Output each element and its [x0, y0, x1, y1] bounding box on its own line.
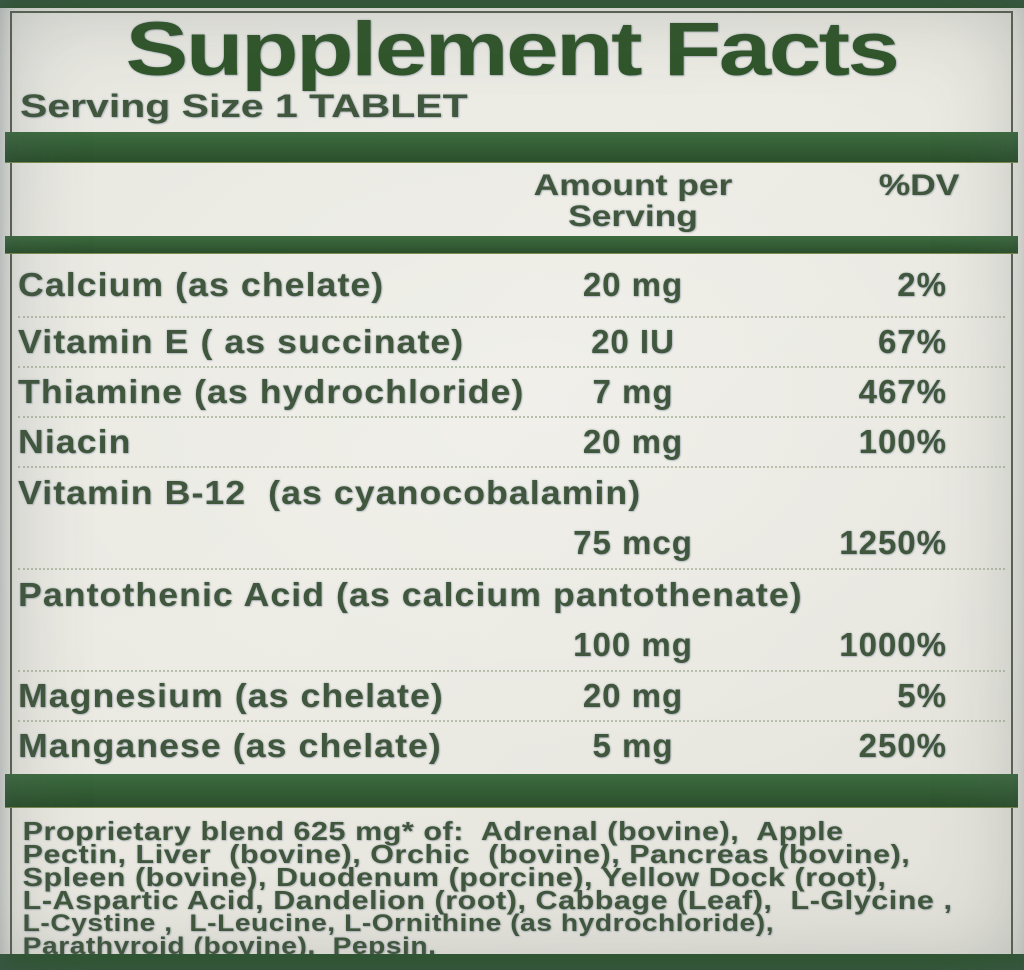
nutrient-amount: 7 mg: [592, 372, 674, 410]
nutrient-name: Vitamin B-12 (as cyanocobalamin): [18, 473, 642, 511]
nutrient-dv: 100%: [858, 422, 947, 460]
nutrient-amount: 100 mg: [573, 625, 693, 663]
blend-line: Spleen (bovine), Duodenum (porcine), Yel…: [22, 861, 887, 892]
amount-header-line1: Amount per: [533, 168, 733, 202]
nutrient-name: Thiamine (as hydrochloride): [18, 372, 525, 410]
nutrient-row-vitamin-b12: Vitamin B-12 (as cyanocobalamin) 75 mcg …: [18, 465, 1005, 568]
supplement-facts-panel: Supplement Facts Serving Size 1 TABLET A…: [5, 11, 1018, 970]
nutrient-amount: 20 IU: [591, 322, 675, 360]
nutrient-name: Magnesium (as chelate): [18, 676, 444, 714]
nutrient-amount: 20 mg: [582, 265, 684, 303]
nutrient-row-vitamin-e: Vitamin E ( as succinate) 20 IU 67%: [18, 315, 1005, 366]
nutrient-name: Calcium (as chelate): [18, 265, 385, 303]
divider-bar-header: [5, 235, 1018, 254]
bottom-green-strip: [0, 954, 1024, 970]
serving-size-text: Serving Size 1 TABLET: [20, 87, 468, 124]
nutrient-row-manganese: Manganese (as chelate) 5 mg 250%: [18, 719, 1005, 770]
nutrient-row-pantothenic-acid: Pantothenic Acid (as calcium pantothenat…: [18, 567, 1005, 670]
blend-line: L-Cystine , L-Leucine, L-Ornithine (as h…: [22, 909, 775, 937]
divider-bar-bottom: [5, 773, 1018, 808]
column-header-row: Amount per Serving %DV: [18, 166, 1005, 232]
nutrient-dv: 1000%: [839, 625, 947, 663]
nutrient-dv: 467%: [858, 372, 947, 410]
nutrient-dv: 5%: [897, 676, 947, 714]
nutrient-row-niacin: Niacin 20 mg 100%: [18, 415, 1005, 466]
nutrient-dv: 2%: [897, 265, 947, 303]
proprietary-blend-text: Proprietary blend 625 mg* of: Adrenal (b…: [18, 814, 1024, 959]
nutrient-dv: 67%: [877, 322, 947, 360]
serving-size: Serving Size 1 TABLET: [18, 87, 1005, 124]
amount-header-line2: Serving: [568, 199, 698, 233]
label-title: Supplement Facts: [125, 7, 899, 92]
nutrient-table: Calcium (as chelate) 20 mg 2% Vitamin E …: [18, 254, 1005, 770]
dv-header-text: %DV: [878, 168, 959, 202]
dv-column-header: %DV: [783, 170, 1005, 232]
blend-line: L-Aspartic Acid, Dandelion (root), Cabba…: [22, 884, 953, 915]
nutrient-dv: 250%: [858, 726, 947, 764]
nutrient-row-calcium: Calcium (as chelate) 20 mg 2%: [18, 254, 1005, 316]
nutrient-amount: 75 mcg: [573, 523, 693, 561]
blend-line: Proprietary blend 625 mg* of: Adrenal (b…: [22, 815, 844, 846]
nutrient-dv: 1250%: [839, 523, 947, 561]
top-green-strip: [0, 0, 1024, 8]
nutrient-name: Manganese (as chelate): [18, 726, 442, 764]
nutrient-name: Vitamin E ( as succinate): [18, 322, 465, 360]
nutrient-amount: 20 mg: [582, 422, 684, 460]
amount-column-header: Amount per Serving: [483, 170, 783, 232]
nutrient-amount: 5 mg: [592, 726, 674, 764]
blend-line: Pectin, Liver (bovine), Orchic (bovine),…: [22, 838, 911, 869]
nutrient-row-magnesium: Magnesium (as chelate) 20 mg 5%: [18, 669, 1005, 720]
nutrient-name: Niacin: [18, 422, 132, 460]
name-column-spacer: [18, 170, 483, 232]
divider-bar-top: [5, 131, 1018, 163]
nutrient-name: Pantothenic Acid (as calcium pantothenat…: [18, 575, 803, 613]
nutrient-row-thiamine: Thiamine (as hydrochloride) 7 mg 467%: [18, 365, 1005, 416]
nutrient-amount: 20 mg: [582, 676, 684, 714]
